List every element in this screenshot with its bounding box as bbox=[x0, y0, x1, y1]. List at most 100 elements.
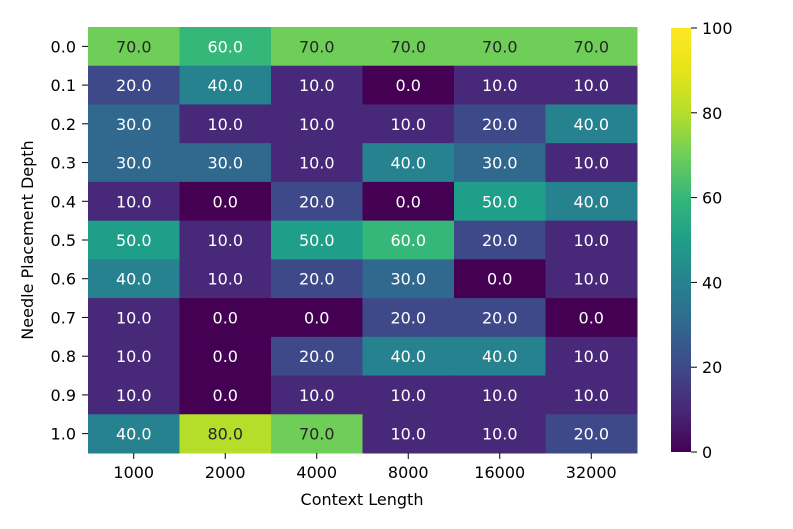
heatmap-cell bbox=[362, 414, 455, 454]
heatmap-cell bbox=[179, 27, 272, 67]
y-tick-label: 0.9 bbox=[51, 386, 76, 405]
cell-value-label: 30.0 bbox=[116, 115, 152, 134]
colorbar: 0 20 40 60 80 100 bbox=[671, 19, 733, 462]
cell-value-label: 70.0 bbox=[116, 37, 152, 56]
heatmap-cell bbox=[179, 143, 272, 183]
cell-value-label: 80.0 bbox=[207, 425, 243, 444]
heatmap-cell bbox=[545, 375, 638, 415]
y-axis-label: Needle Placement Depth bbox=[18, 140, 37, 339]
heatmap-cell bbox=[88, 414, 180, 454]
cell-value-label: 0.0 bbox=[396, 192, 421, 211]
cell-value-label: 0.0 bbox=[213, 308, 238, 327]
heatmap-cell bbox=[179, 298, 272, 338]
cell-value-label: 30.0 bbox=[207, 154, 243, 173]
heatmap-cell bbox=[362, 104, 455, 144]
heatmap-cell bbox=[179, 181, 272, 222]
cell-value-label: 0.0 bbox=[213, 192, 238, 211]
cell-value-label: 40.0 bbox=[390, 154, 426, 173]
y-axis: 0.0 0.1 0.2 0.3 0.4 0.5 0.6 0.7 0.8 0.9 1.0 bbox=[51, 37, 88, 444]
heatmap-cell bbox=[545, 259, 638, 299]
cell-value-label: 0.0 bbox=[213, 347, 238, 366]
cell-value-label: 50.0 bbox=[299, 231, 335, 250]
heatmap-cell bbox=[271, 298, 363, 338]
heatmap-cell bbox=[454, 259, 546, 299]
cell-value-label: 70.0 bbox=[573, 37, 609, 56]
heatmap-cell bbox=[88, 65, 180, 105]
y-tick-label: 0.1 bbox=[51, 76, 76, 95]
heatmap-cell bbox=[88, 259, 180, 299]
heatmap-cell bbox=[88, 143, 180, 183]
heatmap-cell bbox=[454, 414, 546, 454]
heatmap-cell bbox=[88, 336, 180, 377]
heatmap-cell bbox=[88, 375, 180, 415]
cell-value-label: 10.0 bbox=[573, 76, 609, 95]
heatmap-cell bbox=[88, 298, 180, 338]
cell-value-label: 10.0 bbox=[116, 308, 152, 327]
cell-value-label: 10.0 bbox=[482, 425, 518, 444]
cell-value-label: 10.0 bbox=[573, 386, 609, 405]
heatmap-cell bbox=[545, 220, 638, 260]
cell-value-label: 30.0 bbox=[116, 154, 152, 173]
cell-value-label: 10.0 bbox=[573, 347, 609, 366]
heatmap-cell bbox=[179, 65, 272, 105]
cell-value-label: 40.0 bbox=[573, 115, 609, 134]
cell-value-label: 30.0 bbox=[482, 154, 518, 173]
heatmap-cell bbox=[179, 336, 272, 377]
cell-value-label: 20.0 bbox=[482, 115, 518, 134]
heatmap-cell bbox=[454, 65, 546, 105]
heatmap-cell bbox=[362, 220, 455, 260]
cell-value-label: 30.0 bbox=[390, 270, 426, 289]
heatmap-cell bbox=[545, 65, 638, 105]
cell-value-label: 10.0 bbox=[390, 386, 426, 405]
cell-value-label: 10.0 bbox=[299, 76, 335, 95]
cell-value-label: 20.0 bbox=[116, 76, 152, 95]
heatmap-cell bbox=[454, 104, 546, 144]
y-tick-label: 0.4 bbox=[51, 192, 76, 211]
heatmap-cell bbox=[362, 375, 455, 415]
y-tick-label: 0.3 bbox=[51, 154, 76, 173]
heatmap-cell bbox=[362, 336, 455, 377]
cell-value-label: 20.0 bbox=[482, 308, 518, 327]
cell-value-label: 10.0 bbox=[116, 347, 152, 366]
heatmap-cell bbox=[362, 181, 455, 222]
heatmap-cell bbox=[271, 65, 363, 105]
cell-value-label: 10.0 bbox=[573, 270, 609, 289]
heatmap-cell bbox=[362, 65, 455, 105]
cell-value-label: 70.0 bbox=[390, 37, 426, 56]
cell-value-label: 20.0 bbox=[573, 425, 609, 444]
heatmap-cells: 70.0 60.0 70.0 70.0 70.0 70.0 20.0 40.0 10.0 0.0 1… bbox=[88, 27, 638, 454]
heatmap-cell bbox=[88, 181, 180, 222]
y-tick-label: 0.5 bbox=[51, 231, 76, 250]
heatmap-cell bbox=[454, 375, 546, 415]
heatmap-cell bbox=[271, 259, 363, 299]
cell-value-label: 40.0 bbox=[207, 76, 243, 95]
x-axis: 1000 2000 4000 8000 16000 32000 bbox=[113, 453, 617, 482]
heatmap-cell bbox=[179, 375, 272, 415]
cell-value-label: 10.0 bbox=[207, 270, 243, 289]
heatmap-cell bbox=[271, 143, 363, 183]
heatmap-cell bbox=[271, 414, 363, 454]
y-tick-label: 0.0 bbox=[51, 37, 76, 56]
cell-value-label: 60.0 bbox=[207, 37, 243, 56]
cell-value-label: 10.0 bbox=[207, 231, 243, 250]
cell-value-label: 10.0 bbox=[299, 386, 335, 405]
heatmap-cell bbox=[179, 104, 272, 144]
cell-value-label: 10.0 bbox=[482, 386, 518, 405]
y-tick-label: 1.0 bbox=[51, 425, 76, 444]
cell-value-label: 10.0 bbox=[482, 76, 518, 95]
heatmap-cell bbox=[271, 181, 363, 222]
colorbar-tick-label: 100 bbox=[702, 19, 733, 38]
heatmap-cell bbox=[362, 259, 455, 299]
heatmap-cell bbox=[545, 143, 638, 183]
colorbar-tick-label: 40 bbox=[702, 273, 722, 292]
x-tick-label: 8000 bbox=[388, 463, 429, 482]
cell-value-label: 40.0 bbox=[482, 347, 518, 366]
cell-value-label: 10.0 bbox=[116, 192, 152, 211]
heatmap-cell bbox=[88, 220, 180, 260]
x-tick-label: 32000 bbox=[566, 463, 617, 482]
x-tick-label: 1000 bbox=[113, 463, 154, 482]
cell-value-label: 50.0 bbox=[482, 192, 518, 211]
x-tick-label: 2000 bbox=[205, 463, 246, 482]
heatmap-cell bbox=[179, 220, 272, 260]
